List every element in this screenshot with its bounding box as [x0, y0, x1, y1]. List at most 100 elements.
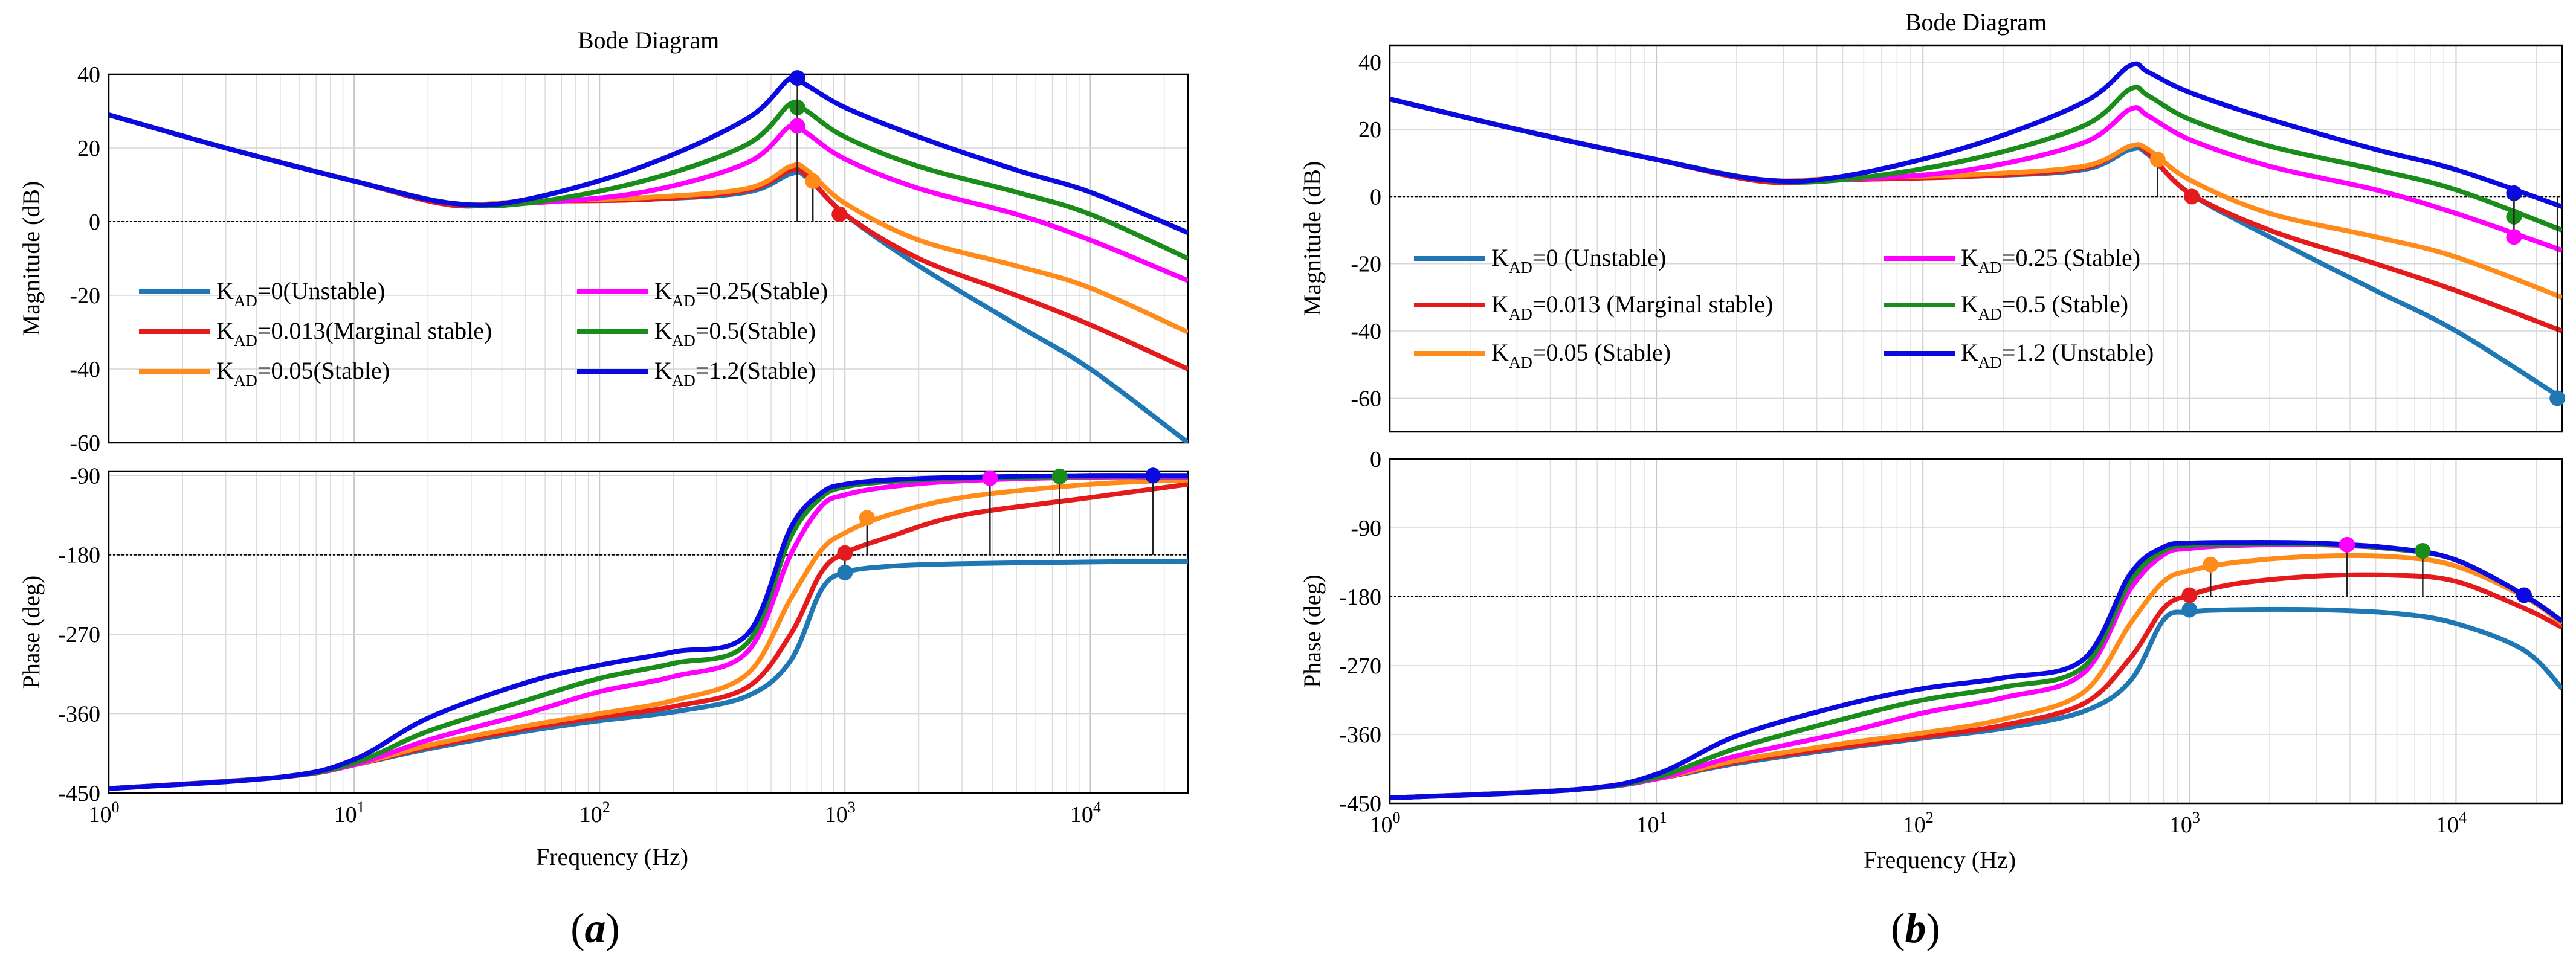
crossover-marker [2181, 602, 2198, 618]
phase-ytick-label: -270 [1339, 654, 1381, 679]
legend-k: K [1961, 291, 1978, 318]
x-tick-label: 100 [1370, 809, 1401, 838]
legend-subscript: AD [234, 292, 257, 310]
phase-ytick-label: -270 [58, 622, 100, 647]
x-tick-exponent: 2 [1926, 809, 1934, 826]
series-line-magnitude-4 [1390, 85, 2562, 233]
legend-subscript: AD [1978, 259, 2002, 277]
crossover-marker [2506, 229, 2522, 245]
legend-k: K [216, 317, 234, 344]
x-tick-label: 101 [1636, 809, 1667, 838]
crossover-marker [2516, 587, 2532, 603]
crossover-marker [2149, 152, 2166, 168]
panel-a-x-axis-label: Frequency (Hz) [536, 843, 688, 870]
crossover-marker [789, 118, 805, 134]
magnitude-axes-frame [1389, 44, 2563, 433]
legend-text: =0.05(Stable) [257, 357, 390, 384]
crossover-marker [2184, 188, 2200, 205]
x-tick-label: 101 [334, 798, 365, 827]
phase-ytick-label: -180 [58, 543, 100, 568]
panel-a-caption: (a) [570, 905, 620, 952]
magnitude-ytick-label: -20 [1351, 252, 1381, 277]
x-tick-base: 10 [1370, 812, 1393, 838]
legend-entry: KAD=0(Unstable) [216, 277, 385, 310]
crossover-marker [831, 206, 848, 222]
phase-axes-frame [1389, 458, 2563, 805]
series-line-phase-4 [1390, 541, 2562, 801]
legend-entry: KAD=0.05(Stable) [216, 357, 390, 390]
phase-ytick-label: -90 [1351, 516, 1381, 541]
series-line-phase-5 [109, 473, 1188, 791]
series-line-phase-1 [1390, 572, 2562, 801]
x-tick-label: 103 [2169, 809, 2200, 838]
legend-text: =0.5 (Stable) [2002, 291, 2128, 318]
legend-entry: KAD=0.5(Stable) [654, 317, 816, 350]
series-line-phase-3 [109, 474, 1188, 791]
legend-entry: KAD=1.2(Stable) [654, 357, 816, 390]
crossover-marker [2181, 587, 2198, 603]
crossover-marker [2415, 543, 2431, 559]
legend-subscript: AD [234, 371, 257, 390]
series-line-phase-1 [109, 481, 1188, 791]
legend-k: K [1491, 291, 1509, 318]
phase-y-axis-label: Phase (deg) [18, 576, 45, 689]
crossover-marker [789, 70, 805, 86]
series-line-phase-2 [1390, 553, 2562, 801]
x-tick-label: 104 [1070, 798, 1101, 827]
legend-text: =0.25(Stable) [696, 277, 828, 304]
magnitude-series-group [109, 74, 1188, 443]
legend-entry: KAD=0.25(Stable) [654, 277, 828, 310]
legend-text: =0.25 (Stable) [2002, 244, 2140, 271]
legend-subscript: AD [1978, 305, 2002, 323]
phase-ytick-label: -360 [58, 702, 100, 727]
legend-text: =0(Unstable) [257, 277, 385, 304]
legend-text: =0.013(Marginal stable) [257, 317, 492, 344]
crossover-marker [2506, 185, 2522, 201]
legend-text: =0.5(Stable) [696, 317, 816, 344]
caption-close: ) [606, 905, 620, 952]
magnitude-y-axis-label: Magnitude (dB) [1299, 161, 1326, 316]
magnitude-ytick-label: 20 [1358, 117, 1381, 143]
legend-text: =0.013 (Marginal stable) [1532, 291, 1773, 318]
x-tick-exponent: 0 [112, 798, 120, 816]
legend-subscript: AD [1509, 305, 1532, 323]
phase-axes-frame [108, 470, 1189, 794]
phase-y-axis-label: Phase (deg) [1299, 574, 1326, 688]
x-tick-exponent: 0 [1393, 809, 1401, 826]
crossover-marker [859, 510, 875, 526]
x-tick-base: 10 [334, 802, 357, 827]
x-tick-base: 10 [1903, 812, 1926, 838]
x-tick-base: 10 [2169, 812, 2192, 838]
panel-b-magnitude-axes: -60 -40 -20 0 20 40 Magnitude (dB) [1299, 44, 2566, 433]
x-tick-base: 10 [1636, 812, 1659, 838]
magnitude-ytick-label: -20 [69, 283, 100, 309]
x-tick-exponent: 3 [848, 798, 856, 816]
legend-subscript: AD [672, 371, 696, 390]
legend-entry: KAD=0.05 (Stable) [1491, 339, 1671, 371]
panel-a-title: Bode Diagram [578, 27, 719, 54]
series-line-phase-5 [1390, 540, 2562, 801]
legend-entry: KAD=0.013(Marginal stable) [216, 317, 492, 350]
x-tick-base: 10 [89, 802, 112, 827]
crossover-marker [2339, 536, 2355, 553]
caption-letter: a [585, 905, 606, 952]
legend-k: K [216, 357, 234, 384]
series-line-magnitude-5 [1390, 61, 2562, 209]
crossover-marker [1145, 467, 1161, 484]
legend-subscript: AD [1978, 353, 2002, 371]
magnitude-ytick-label: 40 [1358, 50, 1381, 75]
phase-ytick-label: -450 [1339, 791, 1381, 817]
legend-k: K [654, 277, 672, 304]
panel-a-legend: KAD=0(Unstable)KAD=0.013(Marginal stable… [139, 277, 828, 390]
legend-subscript: AD [1509, 353, 1532, 371]
panel-b-legend: KAD=0 (Unstable)KAD=0.013 (Marginal stab… [1414, 244, 2154, 371]
legend-entry: KAD=0.25 (Stable) [1961, 244, 2140, 277]
crossover-marker [805, 173, 821, 189]
series-line-phase-3 [1390, 542, 2562, 801]
legend-k: K [654, 317, 672, 344]
phase-ytick-label: -90 [69, 463, 100, 489]
panel-b-title: Bode Diagram [1905, 8, 2047, 36]
legend-subscript: AD [672, 332, 696, 350]
